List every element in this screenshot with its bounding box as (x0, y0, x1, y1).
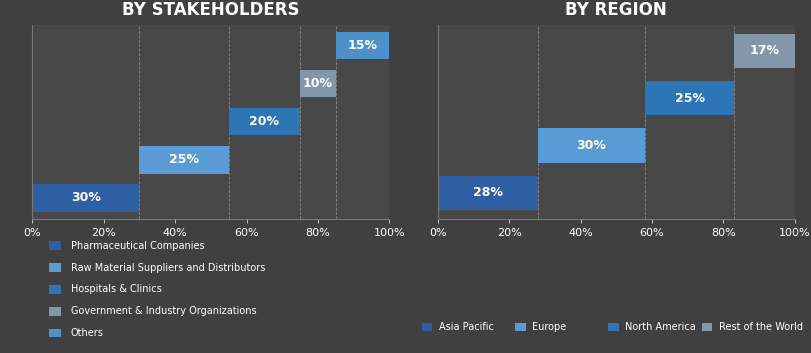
Text: 30%: 30% (577, 139, 607, 152)
Bar (336, 32, 389, 59)
Bar (538, 128, 645, 162)
Title: BY STAKEHOLDERS: BY STAKEHOLDERS (122, 1, 299, 19)
Bar (734, 34, 795, 68)
Bar (300, 70, 336, 97)
Text: 20%: 20% (250, 115, 279, 128)
Text: 15%: 15% (348, 39, 377, 52)
Text: Pharmaceutical Companies: Pharmaceutical Companies (71, 241, 204, 251)
Bar (32, 184, 139, 212)
Bar (438, 176, 538, 210)
Text: Others: Others (71, 328, 104, 338)
Bar (229, 108, 300, 136)
Bar (645, 81, 734, 115)
Text: Raw Material Suppliers and Distributors: Raw Material Suppliers and Distributors (71, 263, 265, 273)
Text: Rest of the World: Rest of the World (719, 322, 803, 332)
Text: Hospitals & Clinics: Hospitals & Clinics (71, 285, 161, 294)
Text: 30%: 30% (71, 191, 101, 204)
Text: Asia Pacific: Asia Pacific (439, 322, 494, 332)
Text: 25%: 25% (675, 92, 705, 104)
Title: BY REGION: BY REGION (565, 1, 667, 19)
Bar (139, 146, 229, 174)
Text: 17%: 17% (749, 44, 779, 57)
Text: 10%: 10% (303, 77, 333, 90)
Text: Government & Industry Organizations: Government & Industry Organizations (71, 306, 256, 316)
Text: North America: North America (625, 322, 696, 332)
Text: 28%: 28% (473, 186, 503, 199)
Text: 25%: 25% (169, 153, 199, 166)
Text: Europe: Europe (532, 322, 566, 332)
